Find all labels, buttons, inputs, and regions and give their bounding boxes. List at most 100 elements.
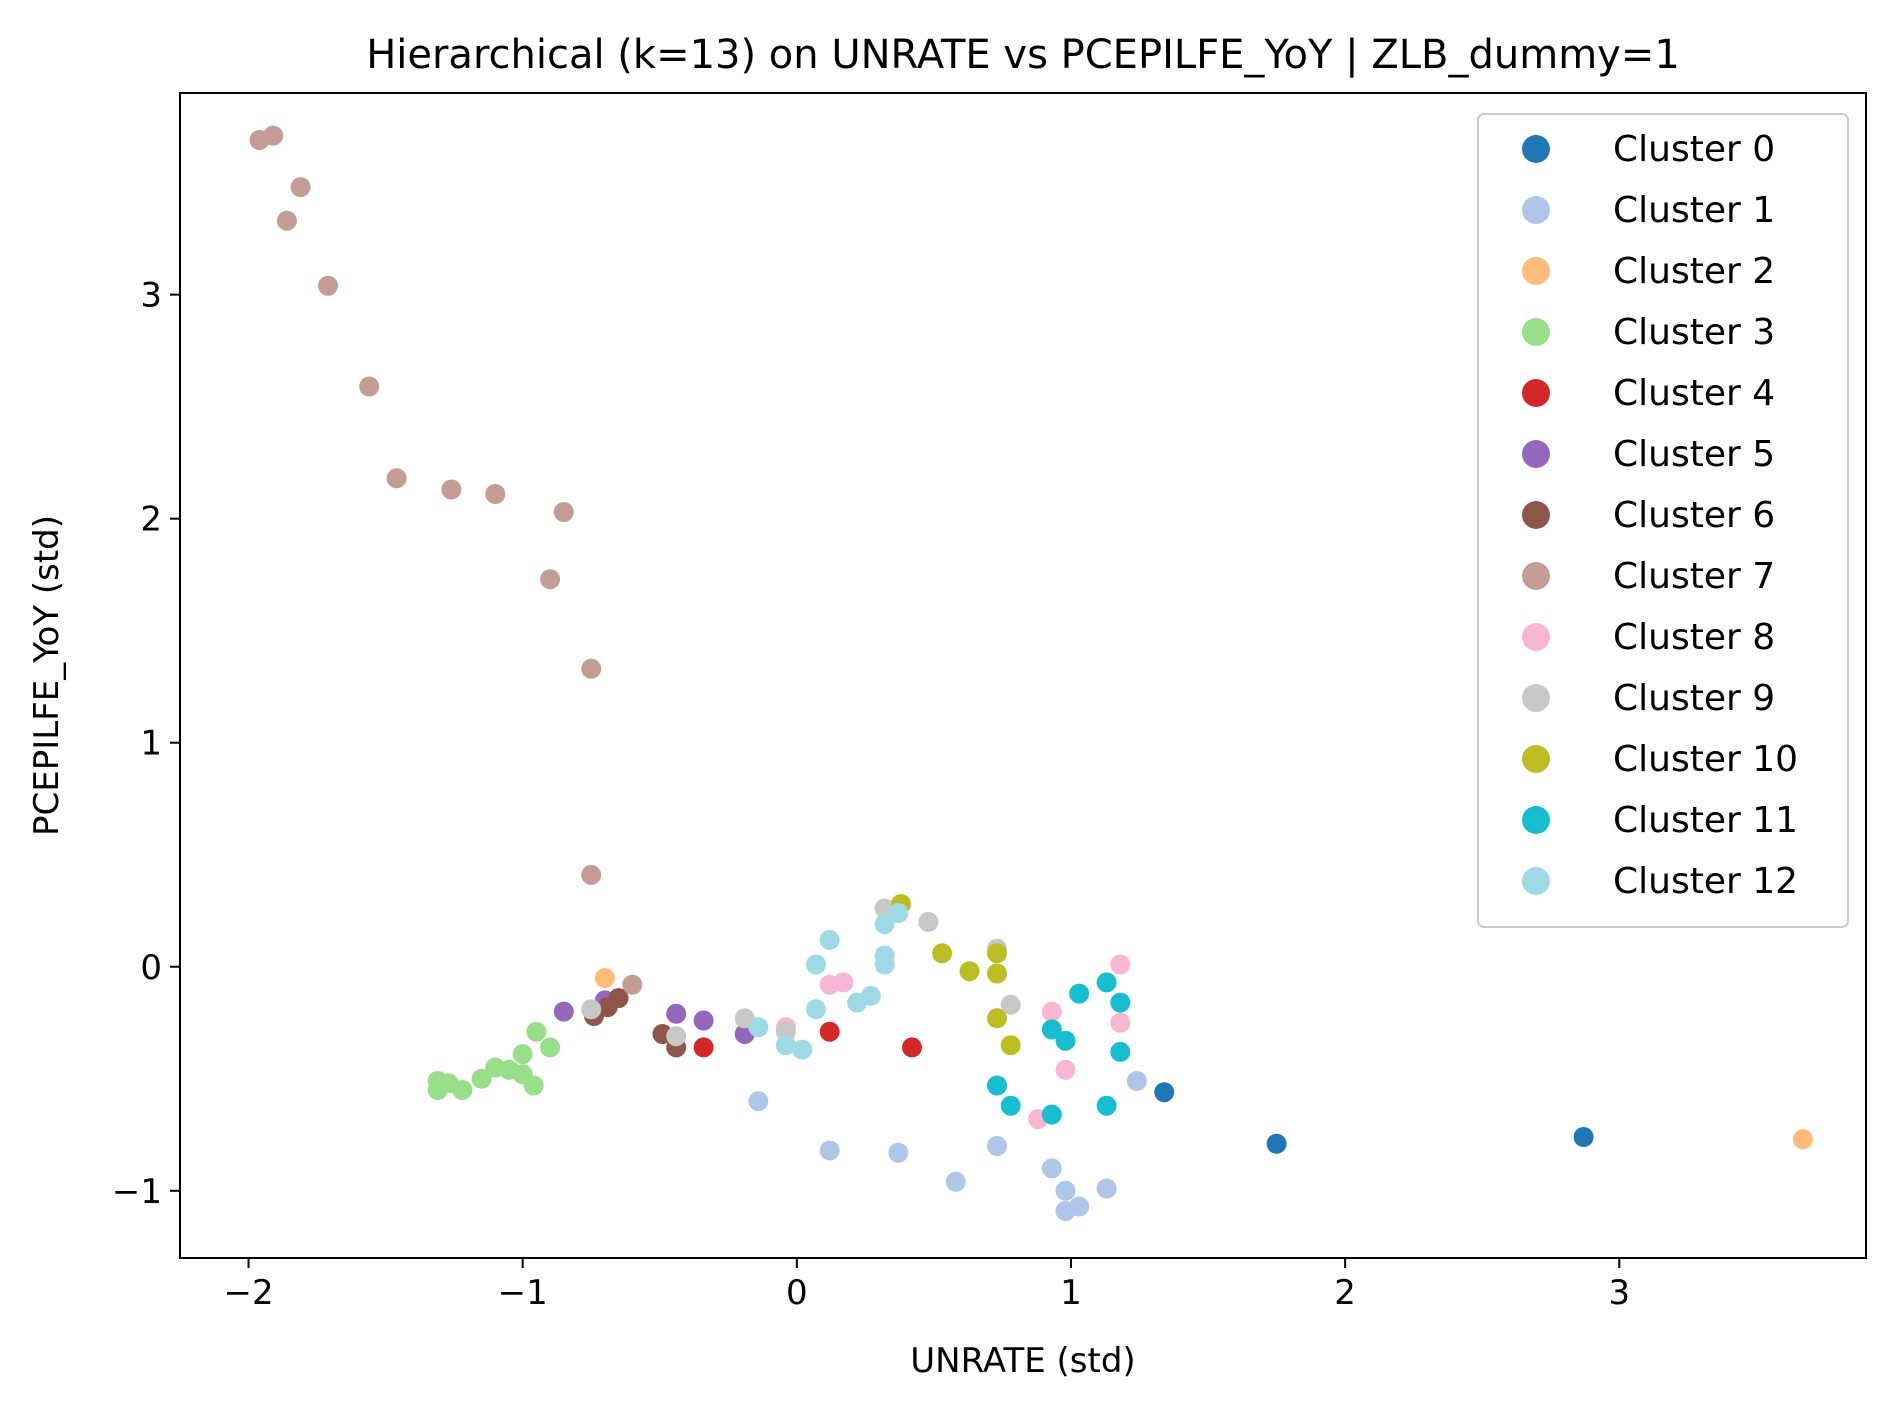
scatter-point-cluster-11 [1069, 983, 1090, 1004]
y-axis-label: PCEPILFE_YoY (std) [27, 515, 67, 836]
scatter-point-cluster-6 [608, 988, 629, 1009]
legend-marker-cluster-1 [1522, 196, 1550, 224]
scatter-point-cluster-3 [471, 1068, 492, 1089]
legend-label-cluster-9: Cluster 9 [1613, 678, 1775, 719]
x-tick-label: 1 [1060, 1273, 1082, 1313]
scatter-point-cluster-0 [1154, 1082, 1175, 1103]
scatter-point-cluster-4 [902, 1037, 922, 1058]
scatter-point-cluster-7 [553, 502, 574, 522]
legend-label-cluster-10: Cluster 10 [1613, 739, 1798, 780]
scatter-point-cluster-7 [359, 376, 380, 397]
scatter-point-cluster-5 [693, 1010, 714, 1031]
scatter-point-cluster-10 [932, 943, 953, 964]
x-tick-label: 2 [1334, 1273, 1356, 1313]
scatter-point-cluster-11 [1000, 1095, 1021, 1116]
x-axis-ticks: −2 −1 0 1 2 3 [223, 1258, 1630, 1313]
scatter-point-cluster-8 [1110, 954, 1131, 975]
scatter-point-cluster-7 [540, 569, 561, 590]
scatter-point-cluster-12 [775, 1035, 796, 1056]
scatter-point-cluster-10 [987, 1008, 1007, 1029]
y-tick-label: 3 [140, 276, 162, 316]
scatter-point-cluster-12 [748, 1017, 769, 1038]
scatter-point-cluster-1 [1126, 1071, 1147, 1091]
scatter-point-cluster-11 [1096, 1095, 1117, 1116]
legend-label-cluster-5: Cluster 5 [1613, 434, 1775, 475]
scatter-point-cluster-4 [819, 1021, 840, 1042]
scatter-point-cluster-8 [1055, 1059, 1076, 1080]
legend-label-cluster-1: Cluster 1 [1613, 190, 1775, 231]
scatter-point-cluster-11 [1041, 1019, 1062, 1040]
scatter-point-cluster-11 [1110, 992, 1131, 1013]
scatter-point-cluster-1 [1096, 1178, 1117, 1199]
legend-label-cluster-0: Cluster 0 [1613, 129, 1775, 170]
legend-marker-cluster-9 [1522, 684, 1550, 712]
scatter-point-cluster-11 [1041, 1104, 1062, 1125]
scatter-point-cluster-1 [748, 1091, 769, 1112]
scatter-point-cluster-3 [523, 1075, 544, 1096]
legend-marker-cluster-5 [1522, 440, 1550, 468]
scatter-point-cluster-12 [874, 914, 895, 935]
scatter-point-cluster-7 [581, 658, 602, 679]
scatter-point-cluster-1 [987, 1136, 1007, 1156]
scatter-point-cluster-8 [1110, 1012, 1131, 1033]
scatter-point-cluster-1 [819, 1140, 840, 1161]
scatter-point-cluster-7 [441, 479, 462, 500]
scatter-point-cluster-9 [918, 911, 939, 932]
legend-label-cluster-2: Cluster 2 [1613, 251, 1775, 292]
scatter-point-cluster-12 [806, 954, 826, 975]
x-tick-label: −2 [223, 1273, 273, 1313]
scatter-point-cluster-1 [888, 1142, 909, 1163]
scatter-point-cluster-7 [276, 210, 297, 231]
scatter-point-cluster-12 [819, 929, 840, 950]
x-axis-label: UNRATE (std) [910, 1341, 1135, 1381]
legend-label-cluster-6: Cluster 6 [1613, 495, 1775, 536]
scatter-point-cluster-12 [874, 945, 895, 966]
scatter-point-cluster-7 [581, 864, 602, 885]
scatter-point-cluster-9 [666, 1026, 687, 1047]
legend-marker-cluster-6 [1522, 501, 1550, 529]
legend-marker-cluster-0 [1522, 135, 1550, 163]
scatter-point-cluster-11 [1055, 1030, 1076, 1051]
scatter-point-cluster-7 [386, 468, 407, 489]
scatter-point-cluster-7 [622, 974, 643, 995]
scatter-point-cluster-10 [987, 943, 1007, 964]
scatter-point-cluster-7 [290, 177, 311, 198]
y-axis-ticks: −1 0 1 2 3 [112, 276, 180, 1212]
y-tick-label: 2 [140, 500, 162, 540]
scatter-point-cluster-12 [860, 985, 881, 1006]
scatter-point-cluster-1 [945, 1171, 966, 1192]
chart-title: Hierarchical (k=13) on UNRATE vs PCEPILF… [366, 32, 1680, 78]
scatter-point-cluster-12 [792, 1039, 813, 1060]
scatter-point-cluster-3 [512, 1044, 533, 1065]
legend-label-cluster-7: Cluster 7 [1613, 556, 1775, 597]
plot-area-frame [179, 92, 1867, 1259]
legend-marker-cluster-3 [1522, 318, 1550, 346]
scatter-point-cluster-0 [1573, 1127, 1594, 1147]
legend-marker-cluster-2 [1522, 257, 1550, 285]
scatter-point-cluster-8 [833, 972, 854, 993]
scatter-point-cluster-7 [263, 125, 284, 146]
scatter-point-cluster-11 [1110, 1041, 1131, 1062]
scatter-point-cluster-3 [452, 1080, 473, 1100]
legend-marker-cluster-11 [1522, 806, 1550, 834]
scatter-point-cluster-11 [1096, 972, 1117, 993]
scatter-point-cluster-8 [1041, 1001, 1062, 1022]
scatter-point-cluster-7 [318, 275, 338, 296]
y-tick-label: 1 [140, 724, 162, 764]
legend-label-cluster-8: Cluster 8 [1613, 617, 1775, 658]
y-tick-label: −1 [112, 1172, 162, 1212]
scatter-point-cluster-0 [1266, 1133, 1287, 1154]
y-tick-label: 0 [140, 948, 162, 988]
scatter-point-cluster-1 [1069, 1196, 1090, 1217]
legend-marker-cluster-12 [1522, 867, 1550, 895]
legend-marker-cluster-4 [1522, 379, 1550, 407]
scatter-point-cluster-12 [888, 903, 909, 923]
legend: Cluster 0 Cluster 1 Cluster 2 Cluster 3 Clus… [1477, 113, 1849, 928]
scatter-point-cluster-7 [485, 484, 506, 504]
points-layer [249, 125, 1813, 1221]
scatter-point-cluster-10 [959, 961, 980, 982]
x-tick-label: −1 [498, 1273, 548, 1313]
legend-marker-cluster-10 [1522, 745, 1550, 773]
x-tick-label: 3 [1608, 1273, 1630, 1313]
